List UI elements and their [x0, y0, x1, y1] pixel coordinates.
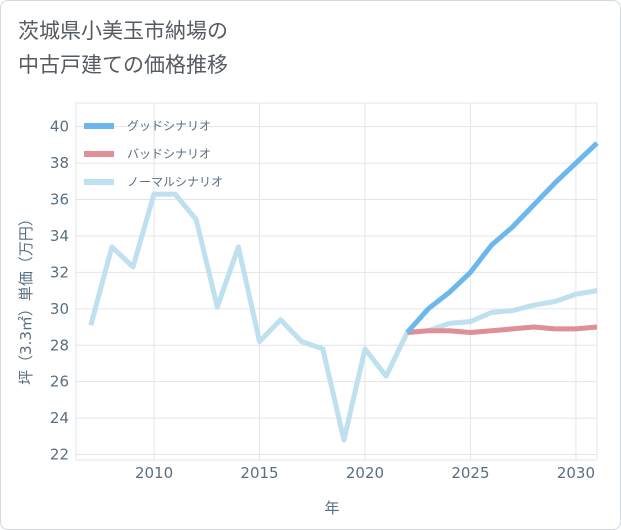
series-line-1	[406, 324, 598, 335]
series-line-2	[88, 191, 598, 443]
x-axis-title: 年	[324, 499, 339, 517]
y-tick-label: 30	[50, 300, 69, 318]
series-line-0	[405, 141, 599, 335]
x-tick-label: 2020	[346, 464, 384, 482]
y-tick-label: 36	[50, 191, 69, 209]
y-tick-label: 38	[50, 154, 69, 172]
legend-label-2: ノーマルシナリオ	[127, 175, 223, 189]
series-lines	[88, 141, 599, 443]
y-tick-label: 34	[50, 227, 69, 245]
y-tick-label: 24	[50, 409, 69, 427]
grid-lines	[75, 102, 598, 461]
y-tick-label: 28	[50, 336, 69, 354]
y-axis-title: 坪（3.3㎡）単価（万円）	[17, 211, 35, 385]
x-tick-label: 2015	[240, 464, 278, 482]
x-tick-label: 2030	[557, 464, 595, 482]
x-tick-label: 2025	[451, 464, 489, 482]
chart-title-line-1: 茨城県小美玉市納場の	[18, 19, 228, 43]
chart-title-line-2: 中古戸建ての価格推移	[18, 53, 228, 77]
y-tick-label: 40	[50, 118, 69, 136]
x-tick-label: 2010	[135, 464, 173, 482]
y-tick-label: 22	[50, 446, 69, 464]
plot-area-border	[75, 102, 598, 461]
y-axis-ticks: 22 24 26 28 30 32 34 36 38 40	[50, 118, 69, 464]
x-axis-ticks: 2010 2015 2020 2025 2030	[135, 464, 595, 482]
y-tick-label: 26	[50, 373, 69, 391]
legend-label-0: グッドシナリオ	[127, 119, 211, 133]
legend-label-1: バッドシナリオ	[127, 147, 211, 161]
y-tick-label: 32	[50, 263, 69, 281]
chart-title: 茨城県小美玉市納場の 中古戸建ての価格推移	[18, 14, 228, 82]
